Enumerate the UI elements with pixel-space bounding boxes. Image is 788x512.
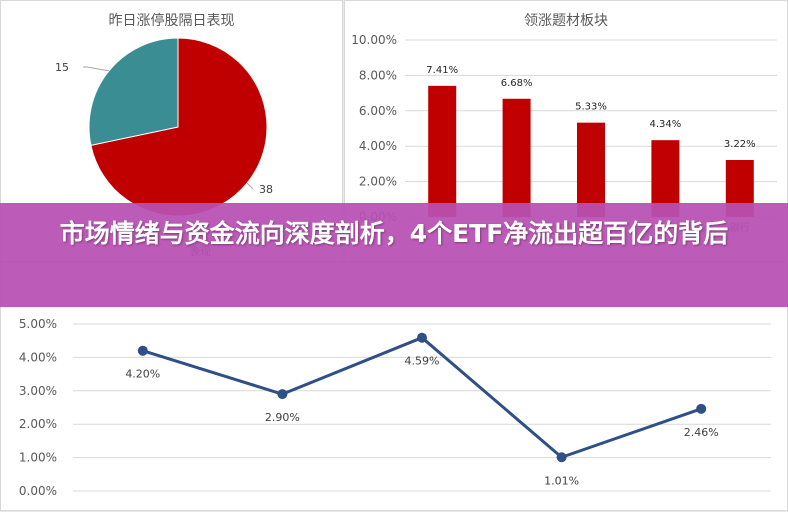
bar-data-label: 7.41%: [426, 65, 458, 76]
pie-leader-line: [246, 182, 254, 190]
bar: [502, 98, 531, 217]
line-data-label: 2.90%: [265, 411, 300, 424]
pie-slice: [88, 37, 179, 146]
line-point: [137, 345, 148, 356]
line-chart: 0.00% 1.00% 2.00% 3.00% 4.00% 5.00% 4.20% 2.90%…: [19, 317, 771, 498]
bar: [577, 122, 605, 217]
line-point: [417, 332, 427, 343]
bar-y-tick-label: 10.00%: [351, 33, 397, 47]
bar-y-tick-label: 2.00%: [359, 175, 397, 189]
pie-leader-line: [83, 66, 109, 72]
pie-slice-label: 15: [55, 61, 69, 74]
bar: [428, 85, 457, 217]
line-y-tick-label: 3.00%: [19, 384, 57, 398]
line-data-label: 4.20%: [125, 368, 160, 381]
bar-y-tick-label: 6.00%: [359, 104, 397, 118]
bar-data-label: 5.33%: [575, 102, 607, 113]
headline-title[interactable]: 市场情绪与资金流向深度剖析，4个ETF净流出超百亿的背后: [59, 219, 729, 248]
headline-banner: 市场情绪与资金流向深度剖析，4个ETF净流出超百亿的背后: [0, 203, 788, 307]
line-y-tick-label: 0.00%: [19, 484, 57, 498]
pie-slice: [90, 37, 268, 217]
line-point: [556, 452, 567, 463]
bar-chart-title: 领涨题材板块: [524, 13, 608, 29]
pie-slice-label: 38: [259, 183, 273, 196]
line-y-tick-label: 4.00%: [19, 350, 57, 364]
line-data-label: 4.59%: [405, 355, 440, 368]
line-y-tick-label: 2.00%: [19, 417, 57, 431]
bar-data-label: 3.22%: [724, 139, 756, 150]
line-data-label: 2.46%: [684, 426, 719, 439]
bar-data-label: 6.68%: [501, 78, 533, 89]
line-point: [277, 389, 288, 400]
pie-chart-title: 昨日涨停股隔日表现: [108, 13, 235, 29]
line-y-tick-label: 5.00%: [19, 317, 57, 331]
bar-y-tick-label: 4.00%: [359, 139, 397, 153]
line-data-label: 1.01%: [544, 474, 579, 487]
line-point: [696, 403, 707, 414]
line-y-tick-label: 1.00%: [19, 451, 57, 465]
bar-data-label: 4.34%: [650, 119, 682, 130]
bar-y-tick-label: 8.00%: [359, 68, 397, 82]
